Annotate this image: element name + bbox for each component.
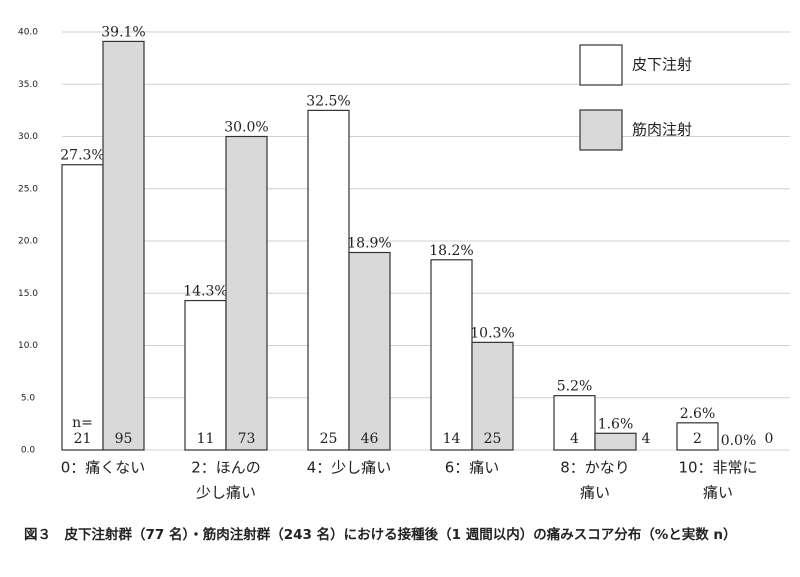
count-label: 73	[238, 431, 256, 447]
bar	[594, 432, 637, 451]
bar	[676, 422, 719, 451]
count-label: 46	[361, 431, 379, 447]
legend-swatch	[579, 44, 623, 86]
count-label: 4	[642, 431, 651, 447]
bar	[307, 109, 350, 451]
x-tick-label: 6：痛い	[445, 459, 500, 477]
x-tick-label: 10：非常に	[678, 459, 757, 477]
count-prefix: n=	[72, 415, 93, 431]
x-tick-label: 4：少し痛い	[307, 459, 392, 477]
count-label: 21	[74, 431, 92, 447]
count-label: 2	[693, 431, 702, 447]
y-tick-label: 0.0	[21, 446, 36, 456]
y-tick-label: 35.0	[18, 80, 38, 90]
y-tick-label: 40.0	[18, 28, 38, 38]
x-tick-label: 痛い	[580, 484, 610, 502]
value-label: 1.6%	[598, 416, 634, 432]
value-label: 5.2%	[557, 379, 593, 395]
legend-label: 皮下注射	[632, 56, 692, 74]
count-label: 95	[115, 431, 133, 447]
y-tick-label: 30.0	[18, 132, 38, 142]
count-label: 4	[570, 431, 579, 447]
value-label: 14.3%	[183, 284, 227, 300]
x-tick-label: 少し痛い	[196, 484, 256, 502]
value-label: 18.2%	[429, 243, 473, 259]
count-label: 11	[197, 431, 215, 447]
value-label: 32.5%	[306, 93, 350, 109]
value-label: 39.1%	[101, 24, 145, 40]
count-label: 0	[765, 431, 774, 447]
value-label: 30.0%	[224, 120, 268, 136]
figure-caption: 図３ 皮下注射群（77 名）・筋肉注射群（243 名）における接種後（1 週間以…	[24, 527, 737, 543]
count-label: 25	[484, 431, 502, 447]
value-label: 27.3%	[60, 148, 104, 164]
x-tick-label: 8：かなり	[560, 459, 630, 477]
x-tick-label: 2：ほんの	[191, 459, 261, 477]
x-tick-label: 0：痛くない	[61, 459, 146, 477]
count-label: 25	[320, 431, 338, 447]
chart: 0.0 5.0 10.0 15.0 20.0 25.0 30.0 35.0 40.0 0：痛くない…	[18, 24, 790, 502]
y-tick-label: 5.0	[21, 393, 36, 403]
bar	[61, 164, 104, 451]
x-tick-label: 痛い	[703, 484, 733, 502]
value-label: 0.0%	[721, 433, 757, 449]
bar	[225, 135, 268, 451]
legend-label: 筋肉注射	[632, 121, 692, 139]
y-tick-label: 10.0	[18, 341, 38, 351]
bar	[102, 40, 145, 451]
bar	[184, 299, 227, 451]
y-tick-label: 25.0	[18, 184, 38, 194]
value-label: 10.3%	[470, 325, 514, 341]
legend-swatch	[579, 109, 623, 151]
value-label: 18.9%	[347, 235, 391, 251]
bar	[430, 259, 473, 451]
bar	[553, 395, 596, 451]
bar	[348, 251, 391, 451]
y-tick-label: 15.0	[18, 289, 38, 299]
count-label: 14	[443, 431, 461, 447]
y-tick-label: 20.0	[18, 237, 38, 247]
value-label: 2.6%	[680, 406, 716, 422]
bar	[471, 341, 514, 451]
